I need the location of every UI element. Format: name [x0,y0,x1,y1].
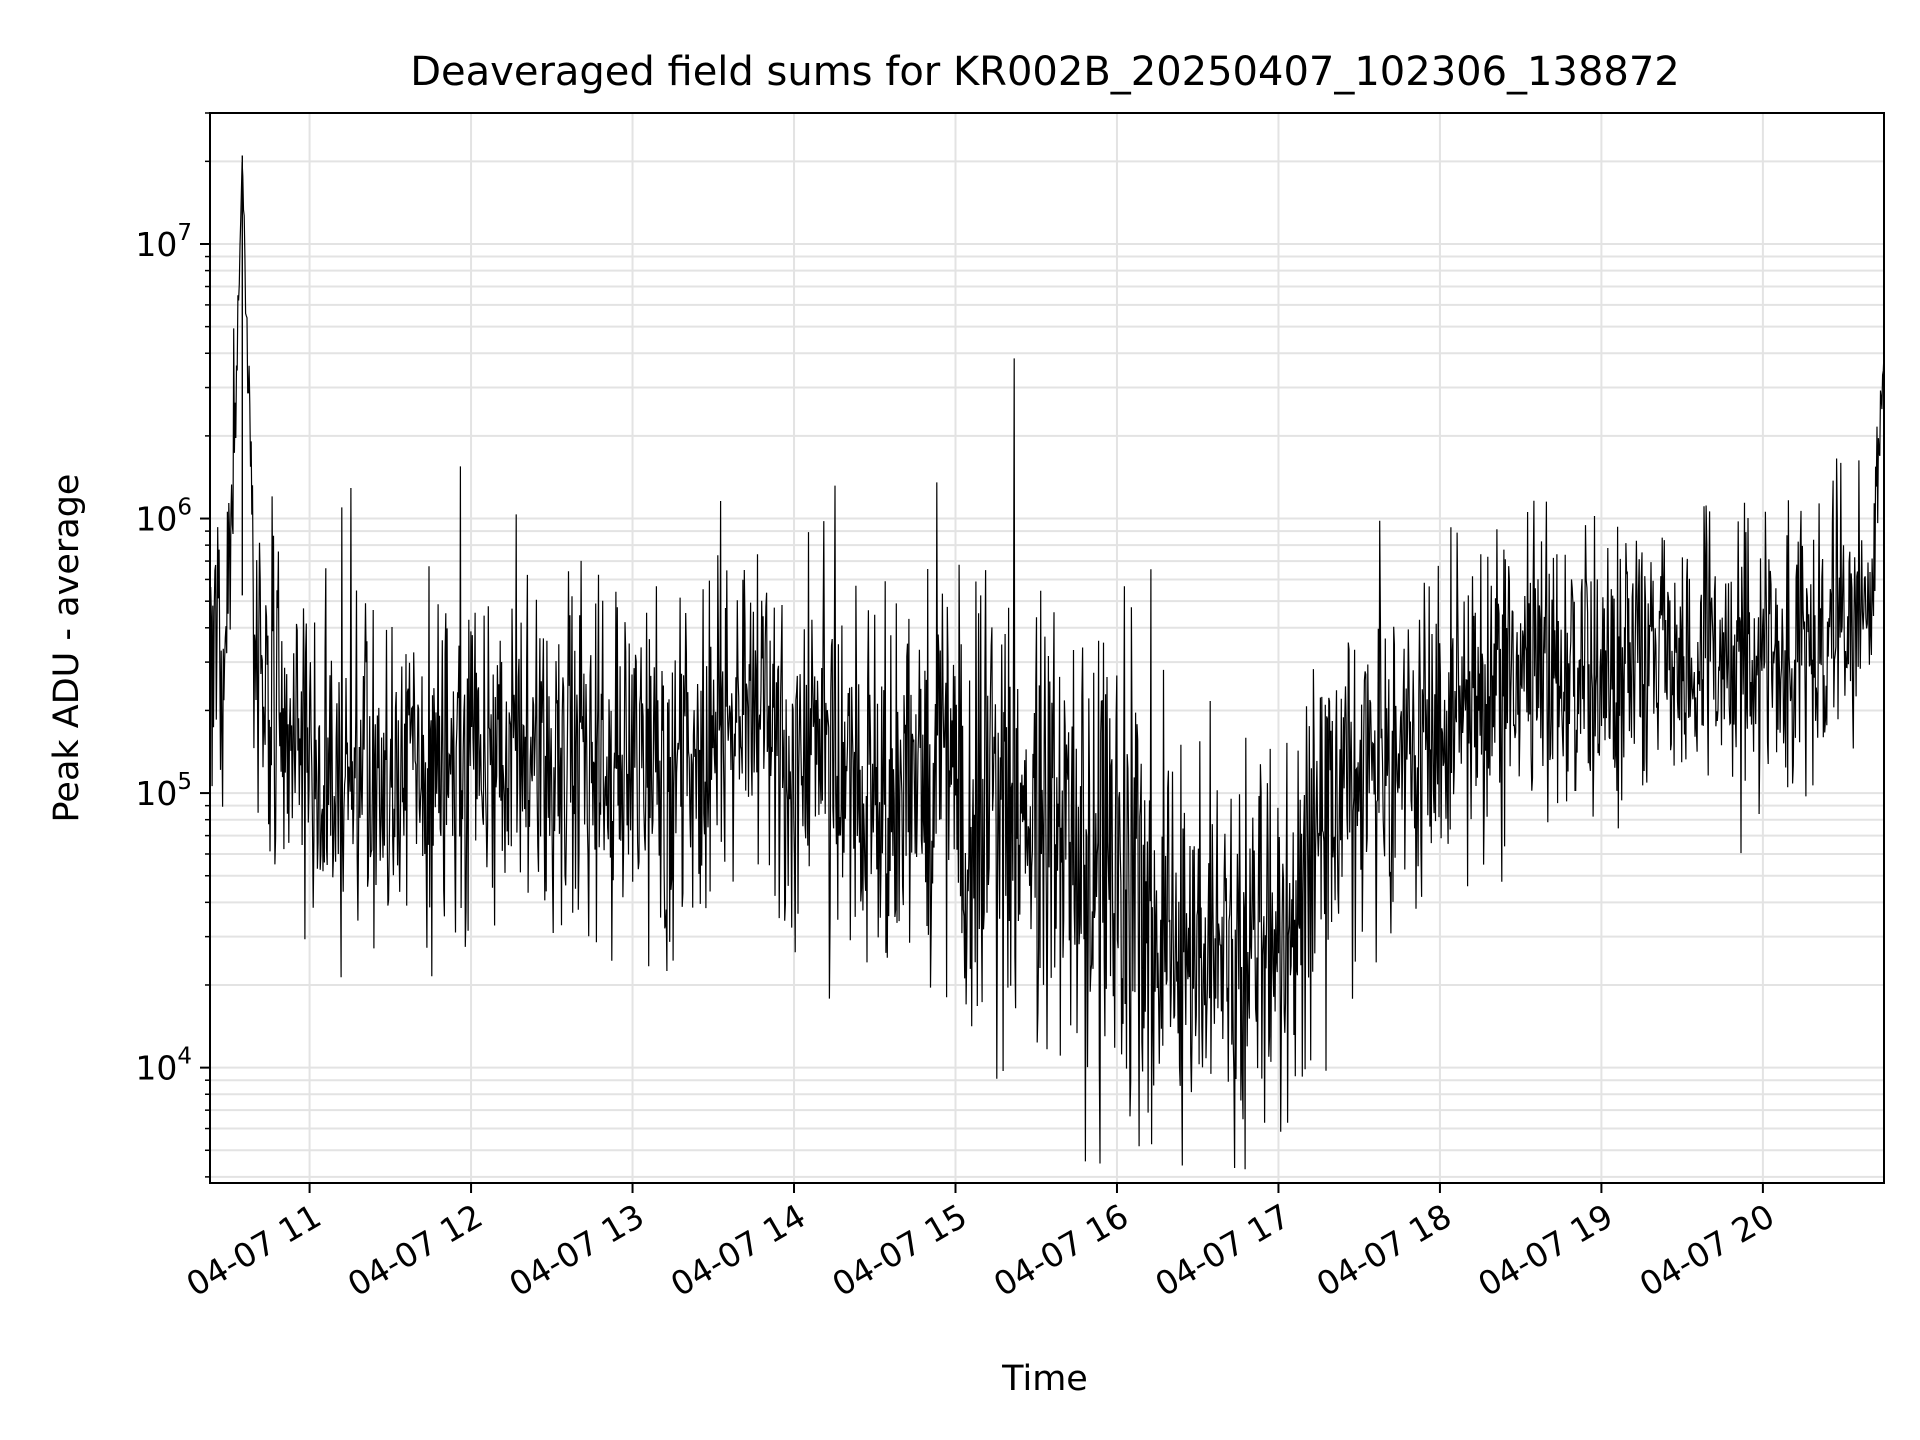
y-tick-exponent: 7 [177,220,192,246]
x-tick-label: 04-07 16 [987,1196,1135,1304]
x-tick-label: 04-07 20 [1633,1196,1781,1304]
x-tick-label: 04-07 17 [1148,1196,1296,1304]
x-tick-label: 04-07 12 [341,1196,489,1304]
grid-lines [210,112,1884,1183]
x-tick-label: 04-07 11 [180,1196,328,1304]
x-tick-label: 04-07 18 [1310,1196,1458,1304]
y-tick-label: 105 [135,769,192,813]
x-tick-label: 04-07 13 [503,1196,651,1304]
x-tick-label: 04-07 15 [825,1196,973,1304]
y-tick-base: 10 [135,1049,177,1088]
series-line [209,161,1885,1170]
y-tick-exponent: 4 [177,1044,192,1070]
x-tick-label: 04-07 19 [1471,1196,1619,1304]
x-axis-label: Time [1001,1359,1088,1399]
x-tick-label: 04-07 14 [664,1196,812,1304]
y-tick-base: 10 [135,774,177,813]
y-tick-label: 106 [135,495,192,539]
y-tick-base: 10 [135,500,177,539]
plot-frame [209,112,1885,1184]
chart-title: Deaveraged field sums for KR002B_2025040… [410,49,1680,95]
y-tick-base: 10 [135,225,177,264]
y-tick-exponent: 5 [177,769,192,795]
y-axis-label: Peak ADU - average [47,474,87,823]
axis-ticks: 04-07 11 04-07 12 04-07 13 04-07 14 04-07 15… [135,112,1781,1304]
y-tick-exponent: 6 [177,495,192,521]
y-tick-label: 107 [135,220,192,264]
y-tick-label: 104 [135,1044,192,1088]
